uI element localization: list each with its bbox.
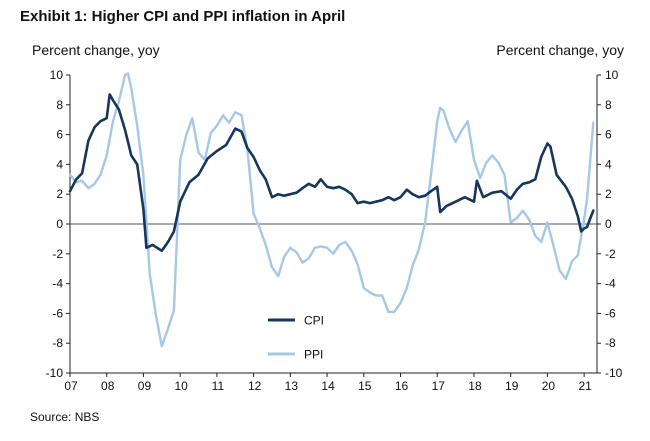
series-group	[68, 72, 595, 348]
series-line-ppi	[68, 72, 595, 348]
legend-ppi-label: PPI	[304, 348, 323, 362]
y-tick-label-left: -6	[52, 306, 63, 320]
x-tick-label: 08	[101, 379, 115, 393]
right-axis-unit-label: Percent change, yoy	[496, 42, 624, 58]
left-axis-unit-label: Percent change, yoy	[32, 42, 160, 58]
y-tick-label-left: 6	[56, 128, 63, 142]
x-tick-label: 21	[578, 379, 592, 393]
x-tick-label: 12	[248, 379, 262, 393]
y-tick-label-right: -10	[605, 366, 623, 380]
series-line-cpi	[68, 93, 595, 253]
y-tick-label-left: -8	[52, 336, 63, 350]
y-tick-label-left: -10	[46, 366, 64, 380]
y-tick-label-right: -4	[605, 277, 616, 291]
x-tick-label: 13	[285, 379, 299, 393]
x-tick-label: 19	[505, 379, 519, 393]
x-tick-label: 17	[432, 379, 446, 393]
y-tick-label-right: 2	[605, 187, 612, 201]
y-tick-label-right: -2	[605, 247, 616, 261]
x-tick-label: 11	[212, 379, 225, 393]
y-tick-label-left: 8	[56, 98, 63, 112]
x-tick-label: 07	[64, 379, 78, 393]
x-tick-label: 16	[395, 379, 409, 393]
y-tick-label-right: -6	[605, 306, 616, 320]
x-tick-label: 20	[542, 379, 556, 393]
y-tick-label-left: -2	[52, 247, 63, 261]
x-tick-label: 10	[174, 379, 188, 393]
y-tick-label-left: 2	[56, 187, 63, 201]
y-tick-label-right: 8	[605, 98, 612, 112]
y-tick-group: -10 -10 -8 -8 -6 -6 -4 -4 -2 -2 0 0 2 2 4 4 6 6 8 8 10 10	[46, 68, 623, 380]
y-tick-label-left: -4	[52, 277, 63, 291]
y-tick-label-right: 0	[605, 217, 612, 231]
y-tick-label-left: 10	[50, 68, 64, 82]
y-tick-label-right: 4	[605, 157, 612, 171]
x-tick-label: 18	[468, 379, 482, 393]
x-tick-label: 14	[321, 379, 335, 393]
legend-cpi-label: CPI	[304, 314, 324, 328]
x-tick-label: 15	[358, 379, 372, 393]
x-tick-label: 09	[138, 379, 152, 393]
y-tick-label-left: 0	[56, 217, 63, 231]
y-tick-label-right: -8	[605, 336, 616, 350]
y-tick-label-right: 6	[605, 128, 612, 142]
y-tick-label-right: 10	[605, 68, 619, 82]
y-tick-label-left: 4	[56, 157, 63, 171]
chart-title: Exhibit 1: Higher CPI and PPI inflation …	[20, 8, 346, 25]
x-tick-group: 07 08 09 10 11 12 13 14 15 16 17 18 19 20 21	[64, 373, 592, 393]
legend: CPI PPI	[268, 314, 324, 362]
source-note: Source: NBS	[30, 410, 100, 424]
